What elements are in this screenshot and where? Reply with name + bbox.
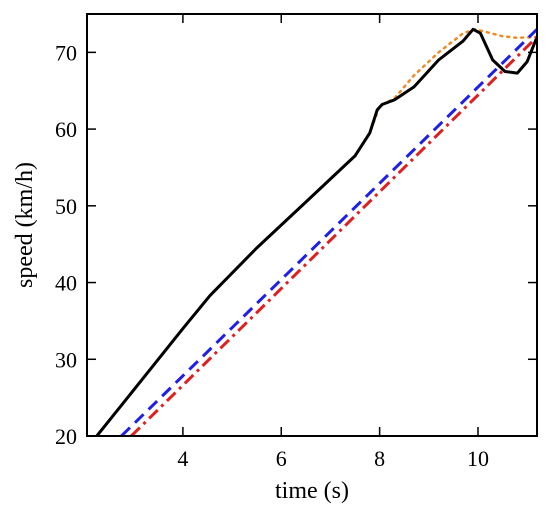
x-axis-ticks: 4 6 8 10 [177,14,489,471]
y-tick-label: 50 [55,194,77,219]
series-line-4 [130,35,537,436]
y-axis-label: speed (km/h) [12,162,38,288]
series-line-3 [120,28,537,436]
y-tick-label: 70 [55,40,77,65]
series-line-2 [95,27,537,436]
y-tick-label: 30 [55,347,77,372]
x-tick-label: 4 [177,446,188,471]
x-tick-label: 8 [374,446,385,471]
series-layer [95,27,537,436]
x-tick-label: 6 [276,446,287,471]
y-tick-label: 20 [55,424,77,449]
plot-frame [86,13,538,437]
y-axis-ticks: 20 30 40 50 60 70 [55,40,537,449]
y-tick-label: 60 [55,117,77,142]
series-line-1 [95,28,537,436]
x-tick-label: 10 [467,446,489,471]
x-axis-label: time (s) [275,478,349,504]
y-tick-label: 40 [55,271,77,296]
